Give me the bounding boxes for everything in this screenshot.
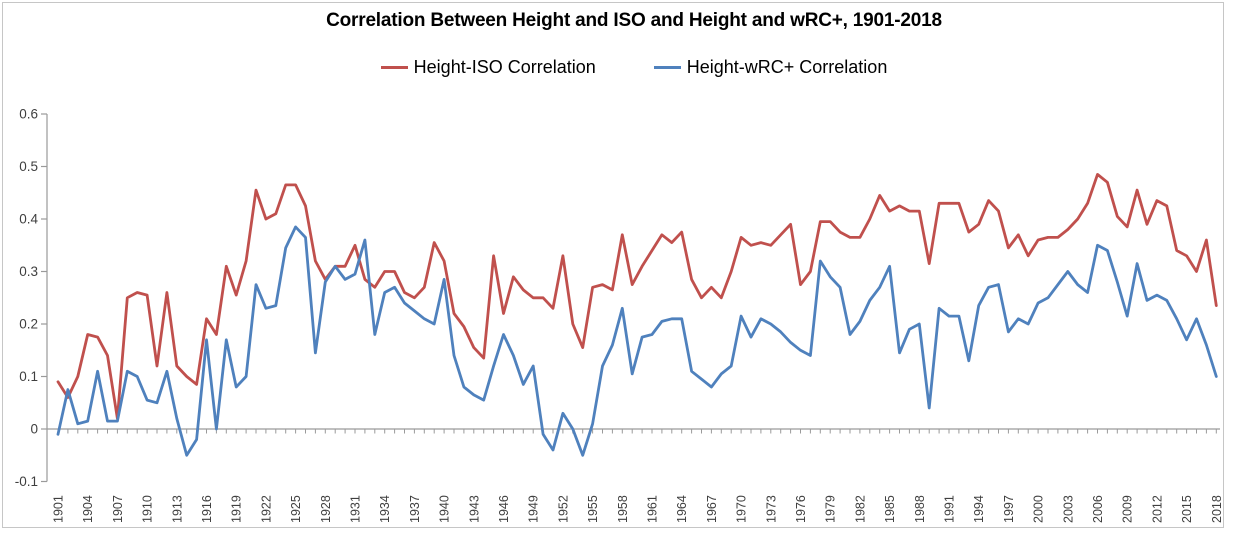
x-axis-tick-label: 1946 [497,495,511,523]
x-axis-tick-label: 1901 [52,495,66,523]
x-axis-tick-label: 1979 [824,495,838,523]
x-axis-tick-label: 1961 [646,495,660,523]
legend-line-marker-blue [653,65,681,70]
x-axis-tick-label: 2015 [1180,495,1194,523]
x-axis-tick-label: 2012 [1150,495,1164,523]
x-axis-tick-label: 2018 [1210,495,1224,523]
legend: Height-ISO Correlation Height-wRC+ Corre… [0,57,1237,78]
x-axis-tick-label: 1976 [794,495,808,523]
y-axis-tick-label: 0.3 [19,264,38,279]
x-axis-tick-label: 2000 [1032,495,1046,523]
x-axis-tick-label: 1994 [972,495,986,523]
x-axis-tick-label: 1922 [259,495,273,523]
y-axis-tick-label: -0.1 [15,474,38,489]
legend-item-height-iso: Height-ISO Correlation [380,57,596,78]
y-axis-tick-label: 0 [30,422,38,437]
x-axis-tick-label: 1916 [200,495,214,523]
x-axis-tick-label: 1919 [230,495,244,523]
series-line-height-iso-correlation [56,172,1218,420]
y-axis-tick-label: 0.1 [19,369,38,384]
x-axis-tick-label: 1943 [467,495,481,523]
legend-label: Height-ISO Correlation [413,57,596,77]
legend-item-height-wrc: Height-wRC+ Correlation [653,57,888,78]
x-axis-tick-label: 1988 [913,495,927,523]
legend-line-marker-red [380,65,408,70]
x-axis-tick-label: 1967 [705,495,719,523]
x-axis-tick-label: 1949 [527,495,541,523]
x-axis-tick-label: 1973 [764,495,778,523]
y-axis-tick-label: 0.5 [19,159,38,174]
x-axis-tick-label: 1934 [378,495,392,523]
x-axis-tick-label: 1964 [675,495,689,523]
x-axis-tick-label: 1907 [111,495,125,523]
x-axis-tick-label: 1982 [853,495,867,523]
chart-title: Correlation Between Height and ISO and H… [326,10,942,31]
series-line-height-wrc-correlation [56,225,1218,457]
x-axis-tick-label: 2006 [1091,495,1105,523]
x-axis-tick-label: 1904 [81,495,95,523]
x-axis-tick-label: 1910 [141,495,155,523]
x-axis-tick-label: 1928 [319,495,333,523]
x-axis-tick-label: 2009 [1121,495,1135,523]
y-axis-tick-label: 0.4 [19,212,38,227]
x-axis-tick-label: 1985 [883,495,897,523]
x-axis-tick-label: 1940 [438,495,452,523]
x-axis-tick-label: 1958 [616,495,630,523]
legend-label: Height-wRC+ Correlation [686,57,888,77]
x-axis-tick-label: 1955 [586,495,600,523]
x-axis-tick-label: 1913 [170,495,184,523]
x-axis-tick-label: 1925 [289,495,303,523]
y-axis-tick-label: 0.6 [19,107,38,122]
x-axis-tick-label: 1970 [735,495,749,523]
x-axis-tick-label: 1991 [943,495,957,523]
y-axis-tick-label: 0.2 [19,317,38,332]
x-axis-tick-label: 1952 [556,495,570,523]
x-axis-tick-label: 1931 [349,495,363,523]
x-axis-tick-label: 1937 [408,495,422,523]
x-axis-tick-label: 2003 [1061,495,1075,523]
x-axis-tick-label: 1997 [1002,495,1016,523]
